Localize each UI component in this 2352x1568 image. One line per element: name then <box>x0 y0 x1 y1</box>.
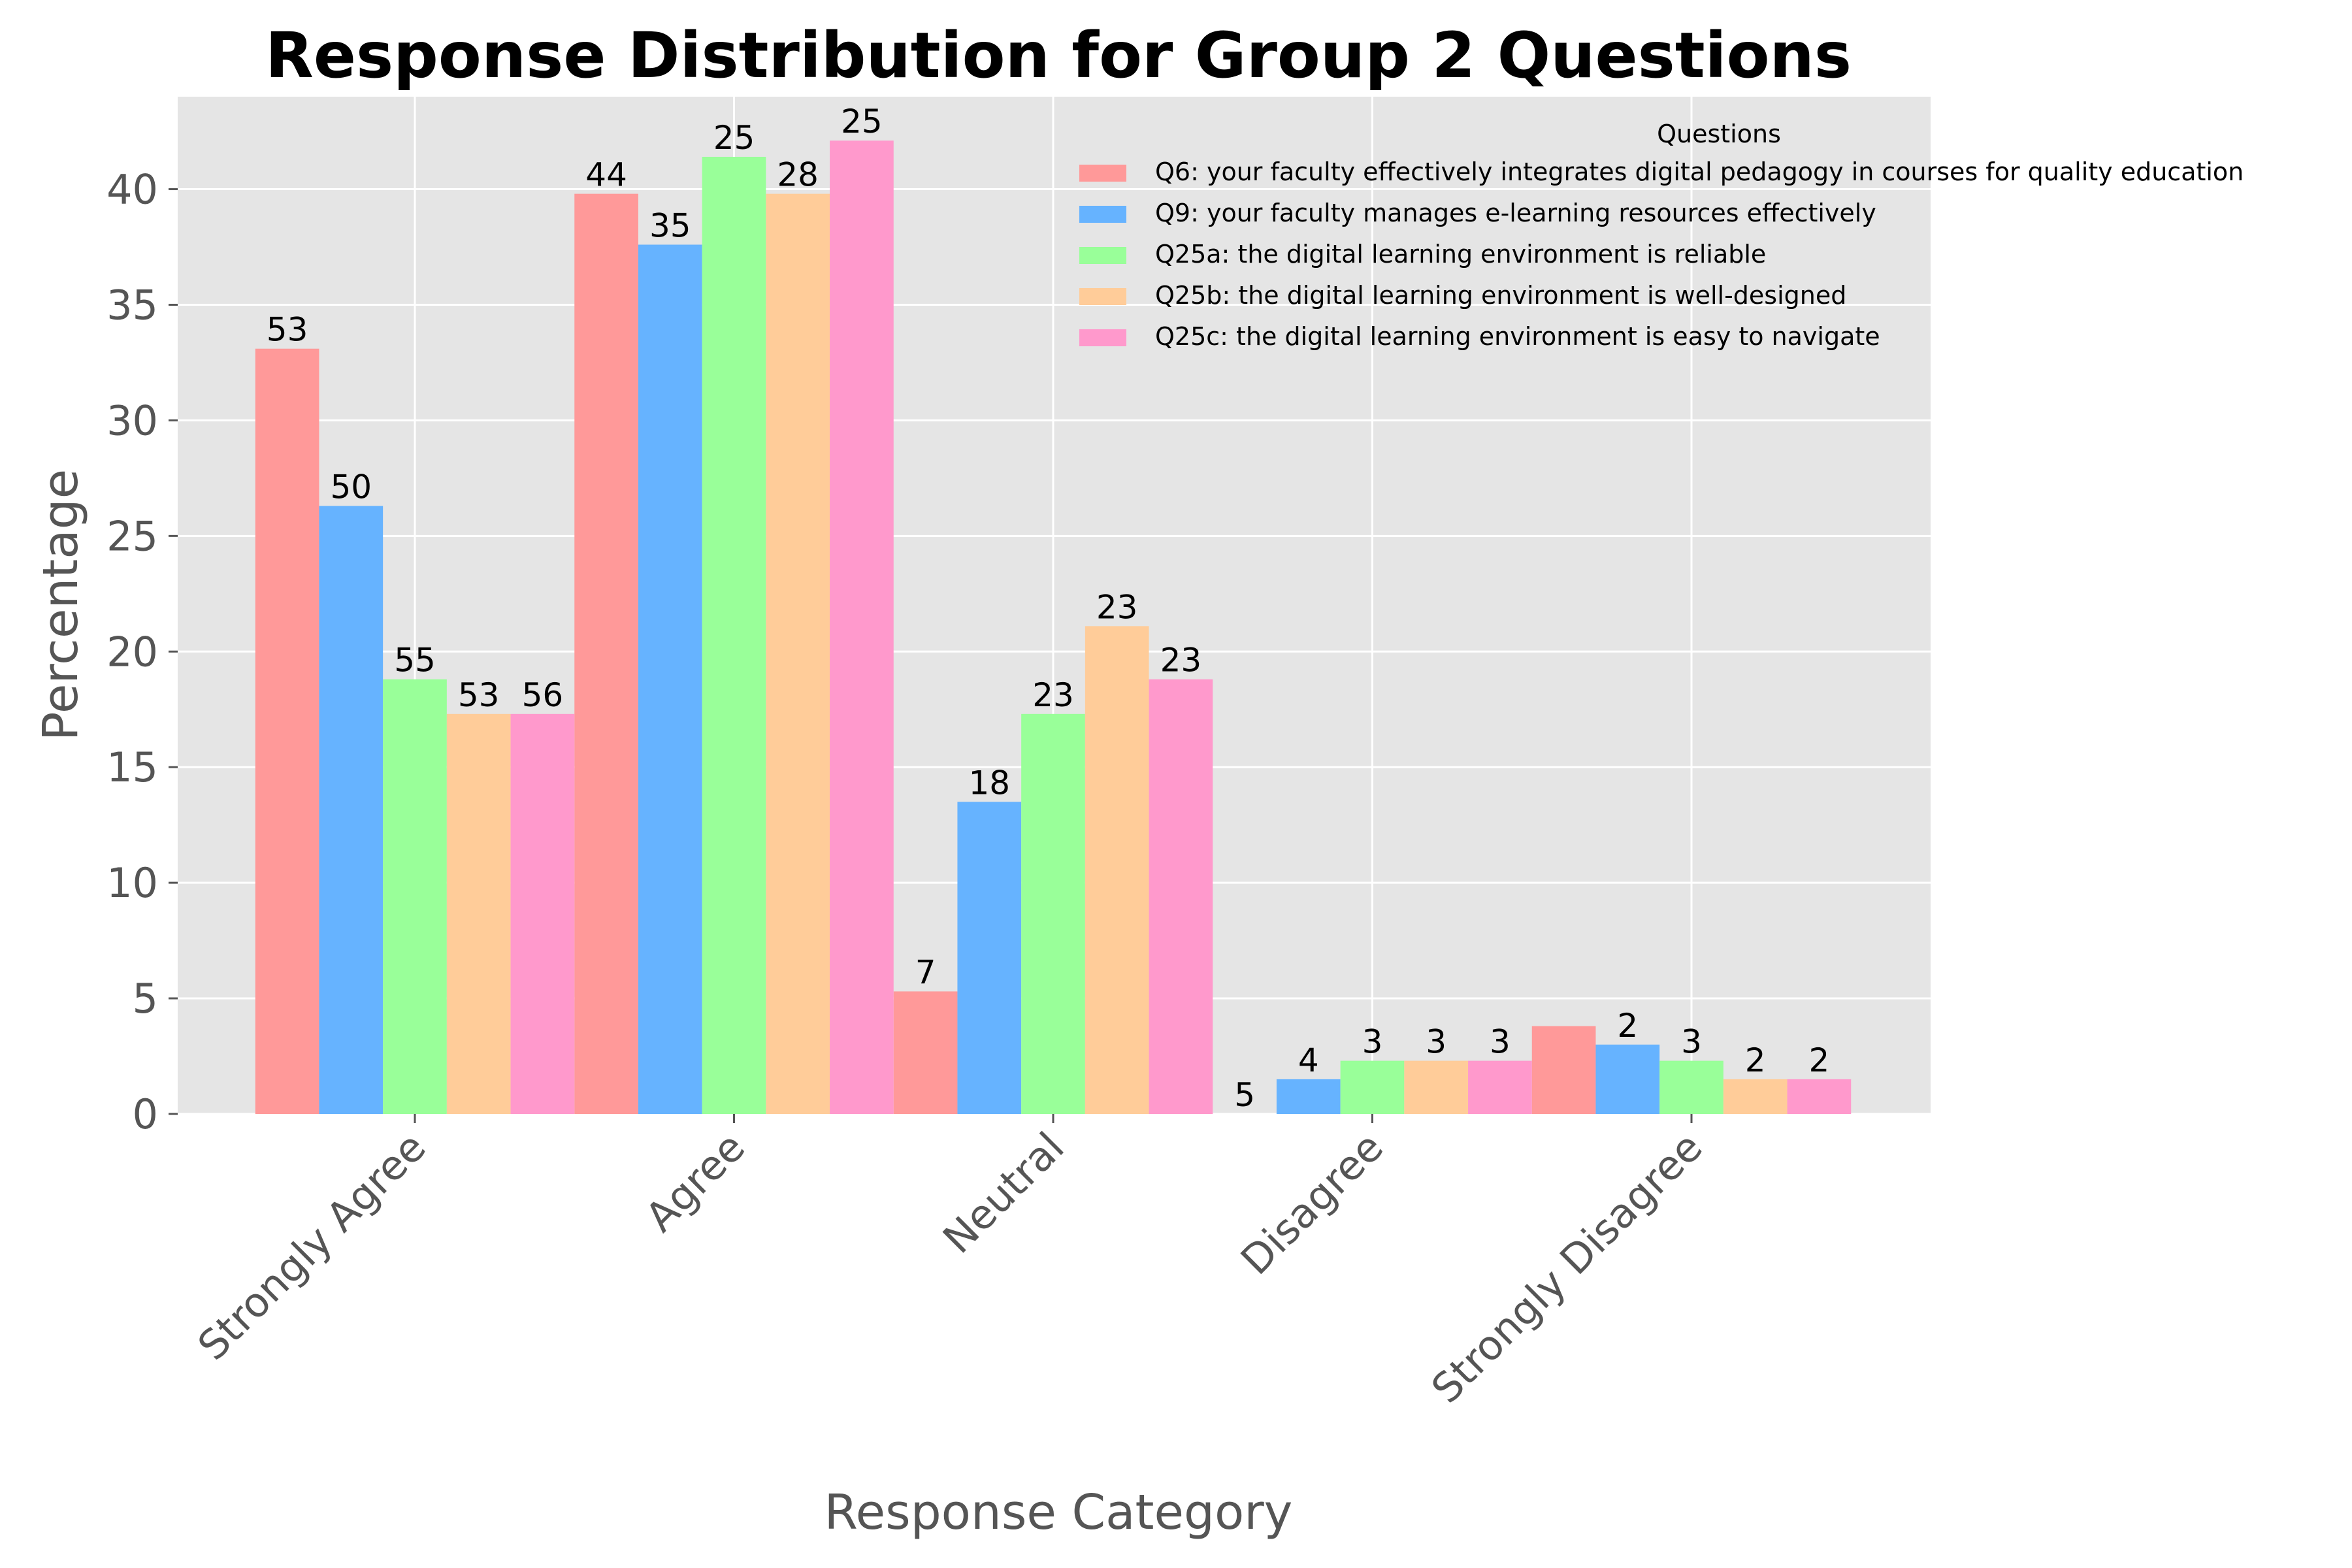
bar <box>1085 626 1149 1114</box>
bar-value-label: 4 <box>1298 1041 1319 1079</box>
x-tick-label: Disagree <box>1232 1123 1392 1284</box>
y-axis-label: Percentage <box>33 469 89 741</box>
bar-value-label: 28 <box>777 156 819 194</box>
bar <box>1787 1079 1852 1114</box>
bar <box>1276 1079 1341 1114</box>
bar-value-label: 3 <box>1681 1023 1702 1061</box>
x-axis-label: Response Category <box>825 1484 1293 1541</box>
bar <box>1149 679 1213 1114</box>
x-tick-label: Strongly Disagree <box>1422 1123 1712 1413</box>
bar-value-label: 7 <box>915 953 936 991</box>
bar <box>766 193 830 1114</box>
bars <box>255 140 1852 1115</box>
bar <box>830 140 894 1114</box>
bar-value-label: 3 <box>1426 1023 1446 1061</box>
legend-swatch <box>1079 206 1126 223</box>
y-tick-label: 10 <box>106 859 158 907</box>
bar-value-label: 5 <box>1234 1076 1255 1114</box>
bar-value-label: 25 <box>841 103 883 140</box>
bar-value-label: 23 <box>1160 642 1202 679</box>
bar-value-label: 35 <box>649 206 691 244</box>
bar <box>1340 1060 1405 1114</box>
y-tick-label: 20 <box>106 628 158 676</box>
legend: Questions Q6: your faculty effectively i… <box>1079 120 2244 351</box>
bar-value-label: 25 <box>713 119 755 157</box>
bar <box>1404 1060 1469 1114</box>
bar <box>1468 1060 1532 1114</box>
legend-swatch <box>1079 247 1126 264</box>
x-tick-label: Agree <box>636 1123 754 1241</box>
bar <box>446 713 511 1114</box>
bar <box>1723 1079 1788 1114</box>
bar <box>638 244 702 1115</box>
legend-entry: Q9: your faculty manages e-learning reso… <box>1155 199 1876 227</box>
y-tick-label: 15 <box>106 743 158 791</box>
bar-value-label: 2 <box>1745 1041 1766 1079</box>
bar <box>574 193 638 1114</box>
legend-entry: Q6: your faculty effectively integrates … <box>1155 157 2244 186</box>
y-axis-ticks: 0 5 10 15 20 25 30 35 40 <box>106 166 178 1138</box>
x-tick-label: Neutral <box>934 1123 1073 1262</box>
bar-value-label: 2 <box>1617 1007 1638 1045</box>
bar-value-label: 56 <box>522 676 564 714</box>
bar <box>1021 713 1085 1114</box>
bar-labels: 53 44 7 5 50 35 18 4 2 55 25 23 3 3 53 28 23 3 2 56 25 23 3 2 <box>267 103 1830 1114</box>
x-axis-ticks: Strongly Agree Agree Neutral Disagree Strong… <box>189 1114 1712 1413</box>
bar-value-label: 44 <box>585 156 627 194</box>
bar <box>893 991 958 1114</box>
bar <box>1531 1026 1596 1114</box>
chart-title: Response Distribution for Group 2 Questi… <box>265 19 1852 92</box>
bar-value-label: 3 <box>1490 1023 1511 1061</box>
y-tick-label: 25 <box>106 512 158 560</box>
legend-entry: Q25b: the digital learning environment i… <box>1155 281 1846 310</box>
bar-value-label: 53 <box>267 311 308 349</box>
bar <box>1659 1060 1723 1114</box>
legend-swatch <box>1079 329 1126 346</box>
y-tick-label: 0 <box>133 1090 158 1138</box>
y-tick-label: 40 <box>106 166 158 214</box>
bar-value-label: 55 <box>394 642 436 679</box>
bar <box>702 157 766 1115</box>
x-tick-label: Strongly Agree <box>189 1123 435 1369</box>
bar-value-label: 23 <box>1096 588 1138 626</box>
bar <box>383 679 447 1114</box>
bar <box>510 713 575 1114</box>
bar-value-label: 23 <box>1032 676 1074 714</box>
bar-value-label: 50 <box>330 468 372 506</box>
bar <box>957 802 1022 1114</box>
bar <box>255 348 319 1114</box>
bar <box>319 506 384 1114</box>
bar-value-label: 3 <box>1362 1023 1383 1061</box>
y-tick-label: 5 <box>133 975 158 1022</box>
bar-value-label: 18 <box>968 764 1010 802</box>
legend-entry: Q25c: the digital learning environment i… <box>1155 322 1880 351</box>
y-tick-label: 35 <box>106 281 158 329</box>
legend-swatch <box>1079 165 1126 182</box>
legend-entry: Q25a: the digital learning environment i… <box>1155 240 1766 269</box>
bar-value-label: 53 <box>458 676 500 714</box>
legend-title: Questions <box>1657 120 1781 148</box>
bar <box>1595 1044 1660 1114</box>
bar-value-label: 2 <box>1808 1041 1829 1079</box>
y-tick-label: 30 <box>106 397 158 444</box>
legend-swatch <box>1079 288 1126 305</box>
